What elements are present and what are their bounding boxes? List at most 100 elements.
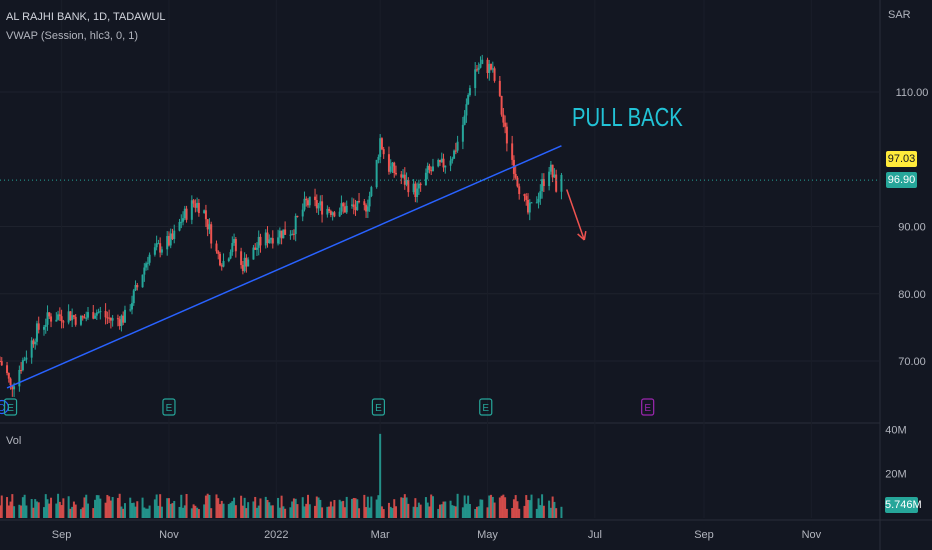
volume-bar: [363, 494, 366, 518]
candle-body: [490, 63, 493, 70]
volume-bar: [108, 496, 111, 518]
pull-back-annotation[interactable]: PULL BACK: [572, 102, 683, 132]
candle-body: [129, 309, 132, 311]
candle-body: [414, 183, 417, 198]
candle-body: [171, 233, 174, 240]
volume-bar: [99, 498, 102, 518]
candle-body: [511, 143, 514, 160]
volume-bar: [468, 504, 471, 518]
volume-bar: [83, 497, 86, 518]
candle-body: [491, 68, 494, 70]
earnings-marker: [479, 398, 493, 416]
price-tick-label: 80.00: [898, 289, 926, 301]
volume-bar: [314, 505, 317, 518]
candle-body: [366, 206, 369, 212]
volume-bar: [62, 498, 65, 518]
volume-bar: [43, 507, 45, 518]
symbol-title[interactable]: AL RAJHI BANK, 1D, TADAWUL: [6, 11, 166, 23]
volume-bar: [169, 503, 172, 518]
candle-body: [37, 323, 40, 330]
volume-bar: [481, 499, 484, 518]
volume-bar: [555, 508, 558, 518]
candle-body: [219, 253, 221, 266]
volume-bar: [282, 506, 285, 518]
candle-body: [500, 95, 503, 115]
candle-body: [203, 210, 206, 214]
last-price-tag: 96.90: [886, 172, 917, 188]
price-tick-label: 70.00: [898, 356, 926, 368]
volume-bar: [0, 505, 1, 518]
volume-bar: [461, 507, 464, 518]
candle-body: [197, 202, 200, 214]
indicator-label[interactable]: VWAP (Session, hlc3, 0, 1): [6, 30, 139, 42]
volume-bar: [178, 506, 181, 518]
volume-bar: [379, 433, 382, 518]
candle-body: [548, 171, 551, 187]
volume-tick-label: 20M: [885, 469, 906, 481]
volume-bar: [542, 505, 545, 518]
candle-body: [426, 165, 429, 173]
candle-body: [234, 239, 237, 252]
volume-bar: [50, 497, 53, 518]
volume-bar: [57, 493, 60, 518]
candle-body: [453, 150, 456, 159]
candle-body: [479, 63, 482, 68]
volume-bar: [58, 501, 61, 518]
volume-bar: [424, 497, 427, 518]
volume-bar: [48, 503, 51, 518]
candle-body: [245, 257, 248, 267]
event-marker-label: E: [482, 403, 489, 414]
volume-bar: [206, 493, 209, 518]
candle-body: [442, 158, 445, 168]
volume-bar: [493, 502, 496, 518]
volume-bar: [416, 507, 419, 518]
candle-body: [60, 316, 63, 322]
arrow-head: [583, 230, 587, 241]
candle-body: [196, 202, 199, 208]
candle-body: [257, 236, 260, 248]
volume-bar: [389, 506, 392, 518]
candle-body: [363, 201, 366, 206]
volume-bar: [419, 504, 422, 518]
candle-body: [477, 67, 480, 70]
candle-body: [97, 312, 100, 314]
candle-body: [69, 311, 72, 321]
candle-body: [402, 174, 405, 178]
volume-bar: [215, 494, 218, 518]
volume-bar: [231, 501, 234, 518]
volume-bar: [358, 508, 361, 518]
volume-bar: [233, 497, 236, 518]
candle-body: [167, 236, 170, 246]
candle-body: [280, 230, 283, 239]
candle-body: [333, 212, 336, 217]
candle-body: [7, 373, 10, 379]
volume-bar: [7, 505, 10, 518]
volume-bar: [352, 497, 355, 518]
volume-bar: [402, 497, 405, 518]
candle-body: [505, 126, 508, 144]
volume-bar: [46, 499, 49, 518]
candle-body: [122, 315, 125, 323]
volume-bar: [60, 505, 63, 518]
volume-bar: [106, 494, 109, 518]
candle-body: [217, 251, 220, 254]
volume-bar: [219, 504, 221, 518]
volume-bar: [74, 504, 77, 518]
candle-body: [294, 215, 297, 235]
candle-body: [560, 174, 563, 192]
volume-bar: [234, 505, 237, 518]
candle-body: [321, 201, 324, 215]
volume-bar: [264, 496, 267, 518]
candle-body: [92, 312, 95, 319]
candle-body: [430, 169, 433, 172]
candle-body: [108, 317, 111, 319]
volume-bar: [280, 495, 283, 518]
volume-bar: [338, 499, 341, 518]
candle-body: [326, 208, 329, 215]
candle-body: [20, 369, 23, 371]
candle-body: [468, 88, 471, 96]
candle-body: [301, 209, 304, 217]
trendline[interactable]: [6, 145, 562, 389]
volume-bar: [278, 507, 281, 518]
